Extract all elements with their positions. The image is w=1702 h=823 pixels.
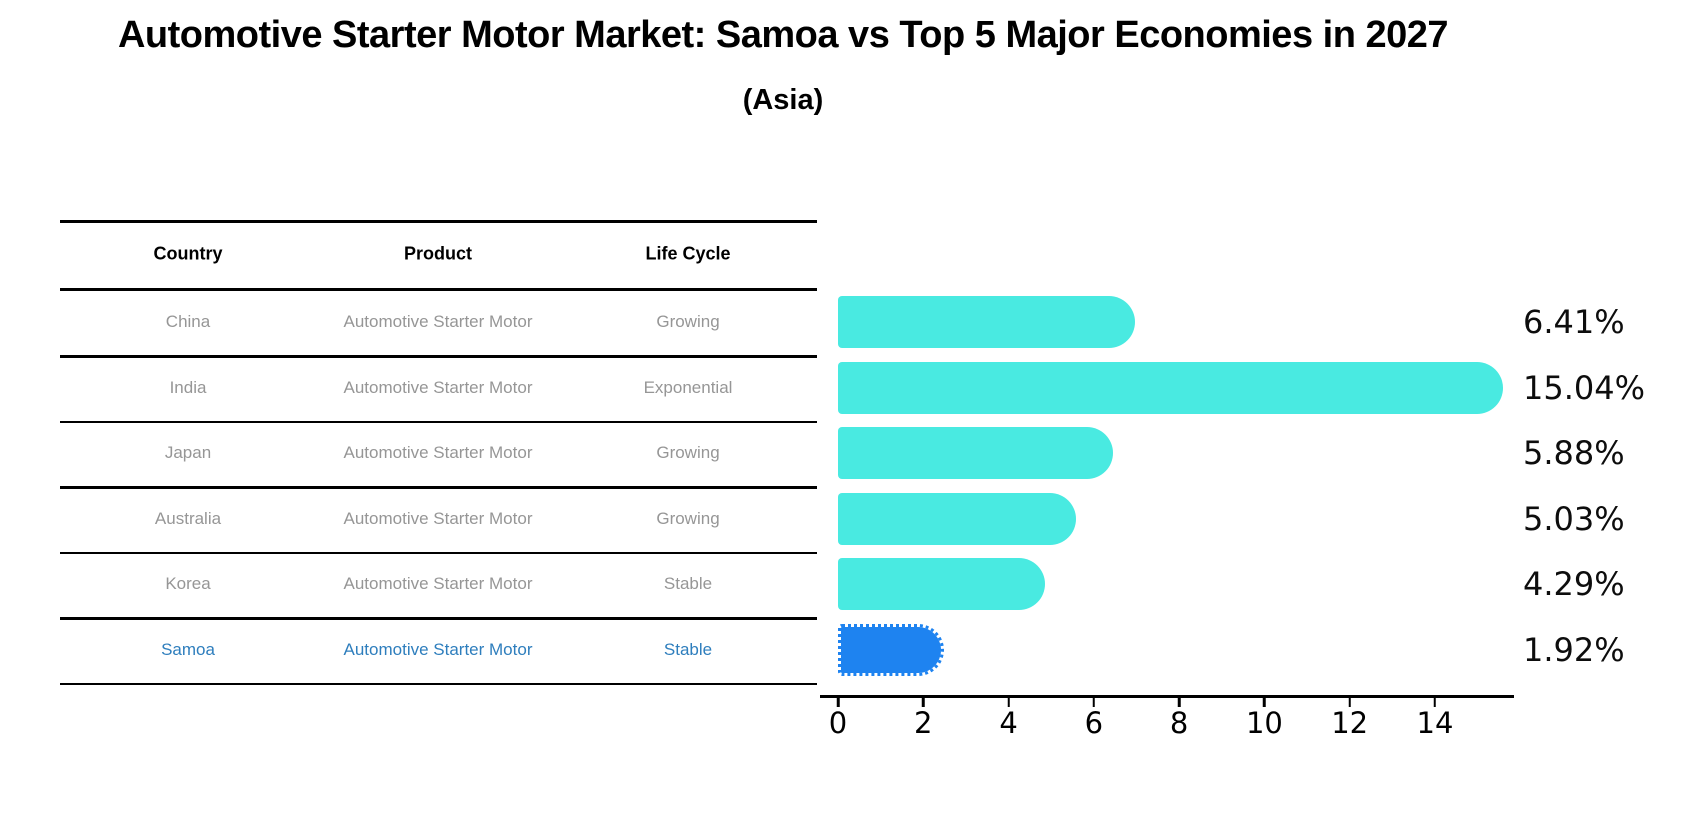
- x-axis-tick-mark: [922, 698, 925, 707]
- x-axis-tick-label: 0: [828, 706, 848, 740]
- cell-country: China: [165, 311, 211, 331]
- cell-product: Automotive Starter Motor: [343, 377, 533, 397]
- cell-life-cycle: Stable: [663, 574, 713, 594]
- x-axis-tick-mark: [1007, 698, 1010, 707]
- cell-product: Automotive Starter Motor: [343, 443, 533, 463]
- cell-product: Automotive Starter Motor: [343, 574, 533, 594]
- cell-country: India: [169, 377, 207, 397]
- cell-product: Automotive Starter Motor: [343, 639, 533, 659]
- value-label: 6.41%: [1523, 302, 1625, 341]
- x-axis-tick-mark: [836, 698, 840, 707]
- bar-india: [838, 361, 1504, 414]
- cell-country: Korea: [165, 574, 211, 594]
- value-label: 15.04%: [1523, 368, 1646, 407]
- x-axis-tick-mark: [1348, 698, 1351, 707]
- bar-korea: [838, 558, 1045, 611]
- table-row-divider: [60, 355, 817, 358]
- value-label: 1.92%: [1523, 630, 1625, 669]
- x-axis-tick-mark: [1177, 698, 1181, 707]
- column-header-country: Country: [153, 243, 223, 264]
- column-header-product: Product: [403, 243, 473, 264]
- table-row-divider: [60, 617, 817, 620]
- x-axis-tick-label: 12: [1331, 706, 1369, 740]
- cell-country: Japan: [164, 443, 212, 463]
- value-label: 5.88%: [1523, 434, 1625, 473]
- table-row-divider: [60, 420, 817, 423]
- cell-life-cycle: Growing: [656, 311, 720, 331]
- cell-product: Automotive Starter Motor: [343, 508, 533, 528]
- bar-japan: [838, 427, 1113, 480]
- bar-australia: [838, 492, 1077, 545]
- value-label: 4.29%: [1523, 565, 1625, 604]
- x-axis-tick-mark: [1263, 698, 1266, 707]
- table-row-divider: [60, 288, 817, 291]
- value-label: 5.03%: [1523, 499, 1625, 538]
- x-axis-tick-mark: [1092, 698, 1096, 707]
- x-axis-tick-label: 8: [1169, 706, 1189, 740]
- cell-country: Australia: [154, 508, 222, 528]
- table-row-divider: [60, 486, 817, 489]
- chart-title: Automotive Starter Motor Market: Samoa v…: [117, 14, 1449, 56]
- x-axis-tick-label: 2: [914, 706, 933, 740]
- cell-product: Automotive Starter Motor: [343, 311, 533, 331]
- x-axis-tick-mark: [1433, 698, 1437, 707]
- bar-samoa-highlight: [838, 623, 944, 676]
- x-axis-tick-label: 14: [1416, 706, 1454, 740]
- chart-subtitle: (Asia): [742, 84, 824, 116]
- cell-life-cycle: Growing: [656, 443, 720, 463]
- x-axis-tick-label: 10: [1245, 706, 1283, 740]
- cell-life-cycle: Growing: [656, 508, 720, 528]
- cell-country: Samoa: [161, 639, 215, 659]
- table-row-divider: [60, 220, 817, 223]
- cell-life-cycle: Stable: [663, 639, 713, 659]
- cell-life-cycle: Exponential: [643, 377, 733, 397]
- table-row-divider: [60, 551, 817, 554]
- x-axis-tick-label: 6: [1084, 706, 1104, 740]
- table-row-divider: [60, 682, 817, 685]
- bar-china: [838, 295, 1136, 348]
- x-axis-line: [820, 695, 1514, 698]
- column-header-life-cycle: Life Cycle: [645, 243, 731, 264]
- x-axis-tick-label: 4: [999, 706, 1018, 740]
